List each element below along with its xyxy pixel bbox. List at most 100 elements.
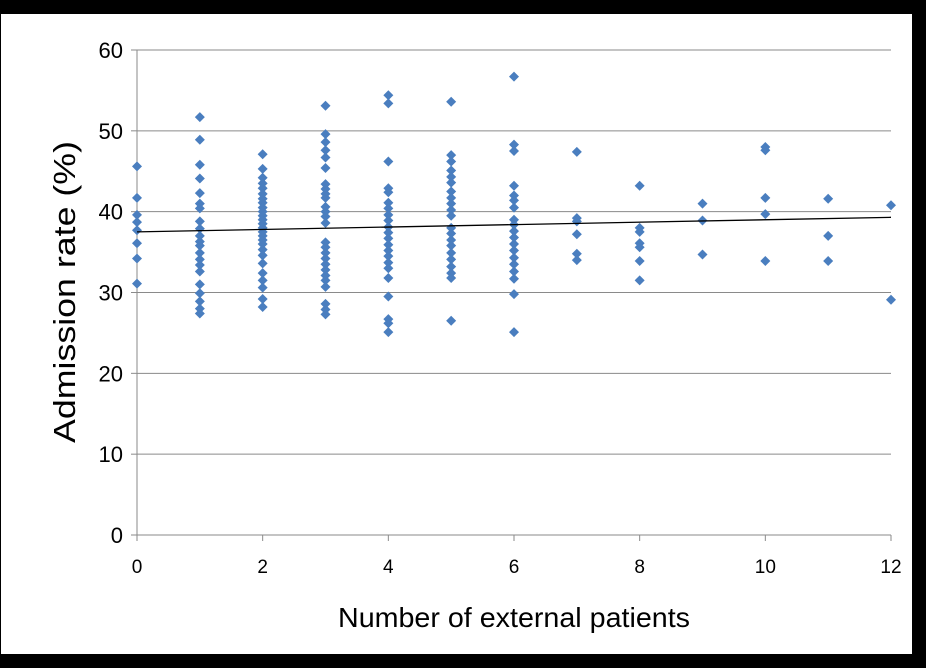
data-point-0-76 [320,275,331,286]
x-tick-labels: 0 2 4 6 8 10 12 [132,557,902,578]
data-point-0-95 [383,251,394,262]
data-point-0-140 [509,273,519,284]
data-point-0-161 [760,192,771,203]
data-point-0-5 [132,238,142,249]
data-point-0-89 [383,215,394,226]
data-point-0-57 [320,137,331,148]
data-point-0-81 [383,90,394,101]
data-point-0-72 [320,253,331,264]
y-tick-label-30: 30 [99,281,123,306]
data-point-0-20 [194,247,205,258]
data-point-0-101 [383,318,394,329]
data-point-0-158 [697,249,708,260]
data-point-0-85 [383,187,394,198]
data-point-0-142 [509,327,519,338]
data-point-0-24 [194,279,205,290]
data-point-0-163 [760,255,771,266]
data-point-0-102 [383,327,394,338]
data-point-0-120 [446,261,457,272]
data-point-0-148 [571,255,582,266]
data-point-0-87 [383,203,394,214]
x-tick-label-0: 0 [132,557,143,578]
data-point-0-151 [634,226,645,237]
data-point-0-138 [509,259,519,270]
gridlines [137,49,891,455]
data-point-0-67 [320,211,331,222]
data-point-0-115 [446,228,457,239]
y-tick-label-60: 60 [99,38,123,63]
data-point-0-19 [194,240,205,251]
data-point-0-68 [320,217,331,228]
data-point-0-119 [446,254,457,265]
data-point-0-109 [446,186,457,197]
data-point-0-93 [383,239,394,250]
data-point-0-55 [320,100,331,111]
data-point-0-46 [257,239,268,249]
data-point-0-12 [194,188,205,199]
y-axis-title: Admission rate (%) [47,141,82,443]
data-point-0-126 [509,146,519,157]
data-point-0-71 [320,247,331,258]
data-point-0-47 [257,244,268,255]
data-point-0-134 [509,232,519,243]
y-tick-label-10: 10 [99,442,123,467]
data-point-0-11 [194,173,205,184]
data-point-0-9 [194,134,205,145]
trendline [136,216,892,233]
data-point-0-162 [760,209,771,220]
data-point-0-164 [823,193,834,204]
data-point-0-7 [132,278,142,289]
data-point-0-48 [257,250,268,261]
data-point-0-133 [509,226,519,237]
data-point-0-141 [509,289,519,300]
trendline-group [136,216,892,233]
data-point-0-122 [446,272,457,283]
data-point-0-165 [823,230,834,241]
data-point-0-86 [383,197,394,208]
data-point-0-130 [509,202,519,213]
data-point-0-160 [760,145,771,156]
data-point-0-64 [320,192,331,203]
y-tick-label-50: 50 [99,119,123,144]
data-point-0-28 [194,308,205,319]
data-point-0-99 [383,291,394,302]
data-point-0-97 [383,263,394,274]
data-point-0-88 [383,209,394,220]
y-tick-labels: 0 10 20 30 40 50 60 [99,38,123,548]
data-point-0-74 [320,264,331,275]
data-point-0-146 [571,229,582,240]
data-point-0-73 [320,259,331,270]
y-tick-label-0: 0 [111,523,123,548]
data-point-0-139 [509,266,519,277]
data-point-0-6 [132,253,142,264]
x-tick-label-10: 10 [755,557,776,578]
data-point-0-2 [132,209,142,220]
data-point-0-77 [320,281,331,292]
data-point-0-156 [697,198,708,209]
data-point-0-96 [383,257,394,268]
x-axis-title: Number of external patients [338,602,690,633]
data-points [132,71,896,338]
data-point-0-21 [194,254,205,265]
data-point-0-123 [446,315,457,326]
data-point-0-153 [634,242,645,253]
data-point-0-124 [509,71,519,82]
x-tick-label-8: 8 [634,557,645,578]
data-point-0-33 [257,183,268,194]
data-point-0-117 [446,240,457,251]
x-tick-label-6: 6 [509,557,520,578]
data-point-0-53 [257,293,268,304]
data-point-0-70 [320,242,331,253]
data-point-0-49 [257,258,268,269]
data-point-0-107 [446,171,457,182]
data-point-0-106 [446,165,457,176]
y-tick-label-20: 20 [99,361,123,386]
data-point-0-30 [257,163,268,174]
data-point-0-51 [257,275,268,286]
data-point-0-15 [194,216,205,227]
data-point-0-23 [194,266,205,277]
data-point-0-25 [194,288,205,299]
axes [131,49,892,541]
x-tick-label-2: 2 [257,557,268,578]
